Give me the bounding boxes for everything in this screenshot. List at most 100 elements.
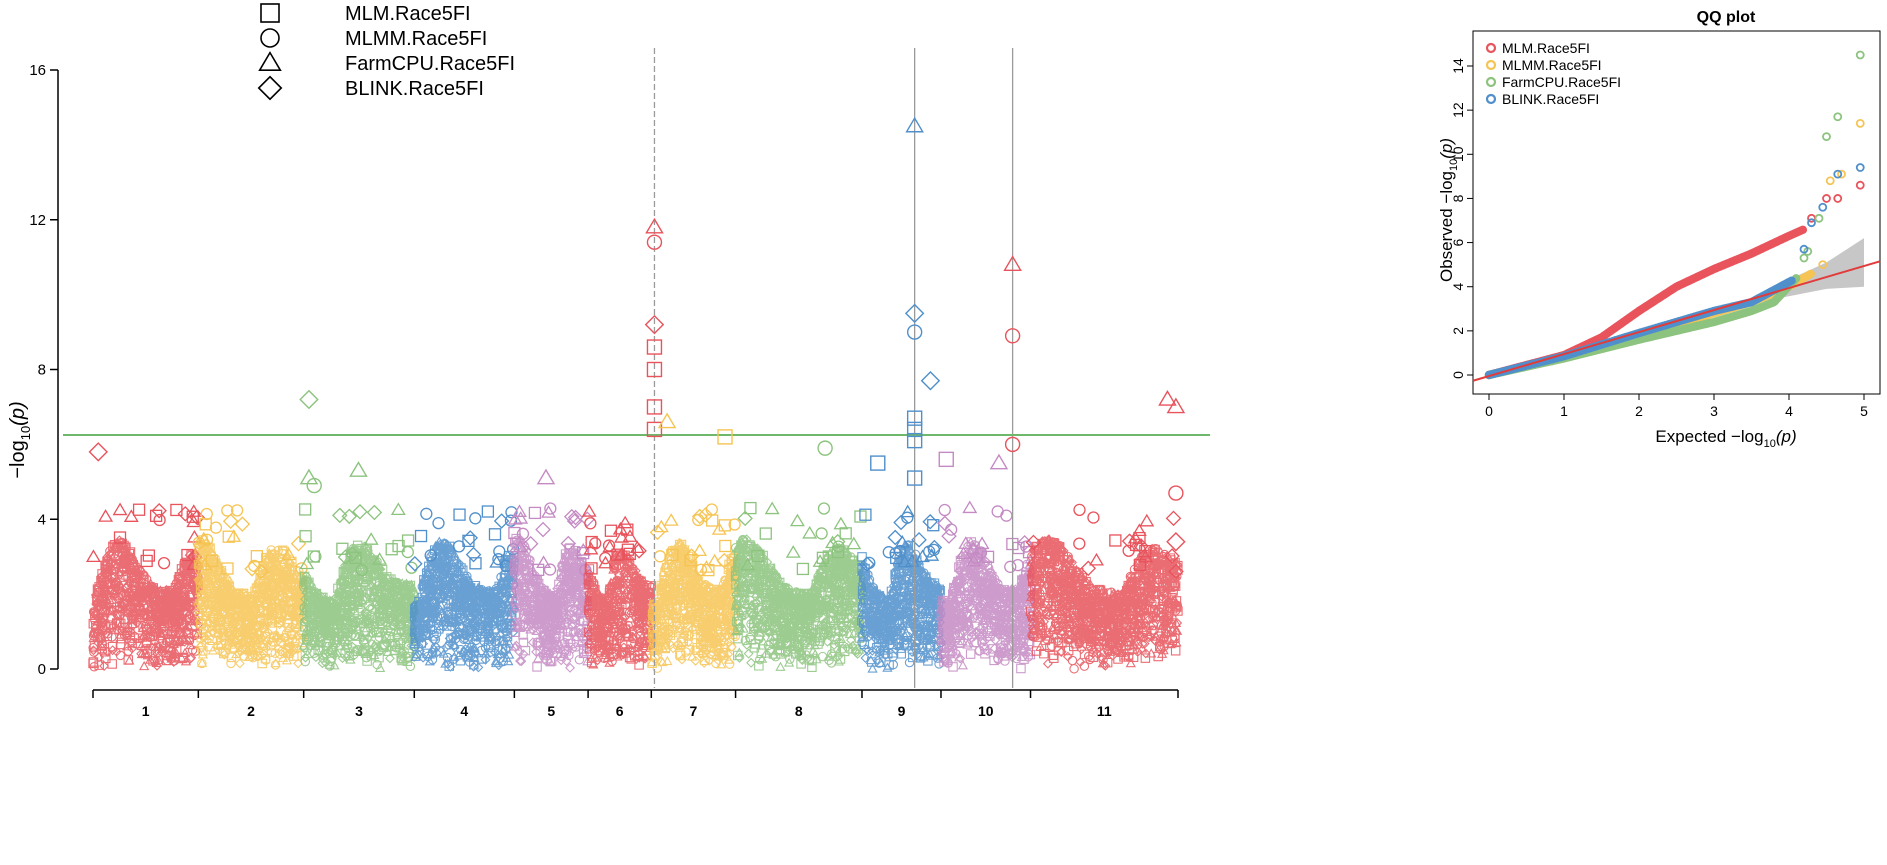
highlight-snp-square <box>906 470 923 486</box>
qq-x-label-sub: 10 <box>1764 438 1776 450</box>
peak-vertical-lines <box>653 48 1014 688</box>
snp-marker <box>493 513 510 529</box>
qq-x-tick-label: 2 <box>1635 403 1643 419</box>
snp-marker <box>543 563 557 576</box>
snp-marker <box>1133 538 1149 554</box>
qq-x-tick-label: 4 <box>1785 403 1793 419</box>
snp-marker <box>199 518 212 531</box>
snp-marker <box>469 512 482 525</box>
snp-marker <box>453 508 466 521</box>
qq-tail-point <box>1818 202 1828 212</box>
highlight-snp-diamond <box>644 314 665 335</box>
snp-marker <box>621 523 634 536</box>
snp-marker <box>589 537 602 550</box>
snp-marker <box>751 549 764 563</box>
snp-marker <box>966 553 982 567</box>
snp-marker <box>186 514 202 528</box>
snp-marker <box>846 536 862 550</box>
snp-marker <box>113 531 127 544</box>
snp-marker <box>462 530 479 546</box>
legend-circle-icon <box>260 28 280 48</box>
snp-marker <box>528 506 542 520</box>
snp-marker <box>512 504 527 517</box>
snp-marker <box>716 552 733 569</box>
qq-y-tick-label: 8 <box>1450 194 1466 202</box>
snp-marker <box>505 506 518 519</box>
qq-plot-title: QQ plot <box>1697 9 1756 26</box>
qq-tail-point <box>1837 169 1846 179</box>
snp-marker <box>563 508 580 525</box>
snp-marker <box>307 550 320 563</box>
highlight-snp-circle <box>817 440 833 456</box>
snp-marker <box>694 563 708 576</box>
snp-marker <box>186 529 202 543</box>
chromosome-6-snps <box>581 504 657 670</box>
snp-marker <box>281 547 297 561</box>
snp-marker <box>577 546 590 560</box>
snp-marker <box>974 536 990 550</box>
snp-marker <box>192 536 205 549</box>
qq-legend-marker-icon <box>1485 59 1497 71</box>
highlight-snp-square <box>906 432 923 449</box>
qq-y-tick-label: 6 <box>1450 238 1466 246</box>
snp-marker <box>132 503 146 516</box>
highlight-snp-circle <box>646 234 663 250</box>
qq-x-label-end: (p) <box>1776 427 1797 446</box>
qq-legend-marker-icon <box>1485 76 1497 88</box>
snp-marker <box>250 550 264 563</box>
highlight-snp-circle <box>306 477 322 494</box>
highlight-snp-diamond <box>904 303 925 324</box>
snp-marker <box>927 543 941 557</box>
snp-marker <box>1073 503 1086 517</box>
qq-tail-point <box>1818 260 1828 270</box>
snp-marker <box>958 536 974 549</box>
snp-marker <box>344 546 361 562</box>
snp-marker <box>663 513 679 526</box>
snp-marker <box>512 539 528 553</box>
snp-marker <box>1004 560 1017 573</box>
snp-marker <box>200 507 213 521</box>
qq-x-axis-label: Expected −log10(p) <box>1655 427 1796 450</box>
snp-marker <box>702 563 715 577</box>
qq-tail-point <box>1822 194 1831 203</box>
snp-marker <box>1168 563 1184 580</box>
snp-marker <box>299 530 312 543</box>
qq-tail-point <box>1825 176 1835 186</box>
snp-marker <box>817 502 831 515</box>
chromosome-1-snps <box>85 502 206 672</box>
qq-legend-label: MLMM.Race5FI <box>1502 57 1602 73</box>
snp-marker <box>230 504 244 517</box>
snp-marker <box>1133 558 1147 572</box>
chromosome-label: 8 <box>795 703 803 719</box>
snp-marker <box>420 507 433 520</box>
chromosome-8-snps <box>730 501 867 673</box>
snp-marker <box>1073 537 1086 550</box>
snp-marker <box>937 515 953 532</box>
snp-marker <box>1087 511 1100 524</box>
snp-marker <box>653 519 669 533</box>
snp-marker <box>887 529 904 546</box>
snp-markers <box>1025 534 1184 674</box>
highlight-snp-diamond <box>1166 531 1186 552</box>
snp-marker <box>205 554 219 568</box>
snp-marker <box>352 503 368 520</box>
qq-reference-line <box>1472 260 1881 382</box>
qq-tail-point <box>1855 163 1865 172</box>
snp-marker <box>711 522 727 535</box>
chromosome-10-snps <box>935 500 1036 674</box>
snp-marker <box>728 518 741 531</box>
highlight-snp-circle <box>1168 485 1184 501</box>
snp-marker <box>915 549 930 563</box>
qq-legend-marker-icon <box>1485 93 1497 105</box>
snp-marker <box>922 513 938 530</box>
qq-tail-point <box>1799 244 1809 254</box>
qq-x-tick-label: 3 <box>1710 403 1718 419</box>
snp-marker <box>692 513 705 527</box>
highlight-snp-square <box>646 421 663 438</box>
snp-marker <box>508 526 521 540</box>
highlighted-snp-markers <box>88 116 1186 552</box>
snp-marker <box>1121 533 1138 549</box>
snp-marker <box>222 513 239 530</box>
highlight-snp-triangle <box>349 461 368 477</box>
